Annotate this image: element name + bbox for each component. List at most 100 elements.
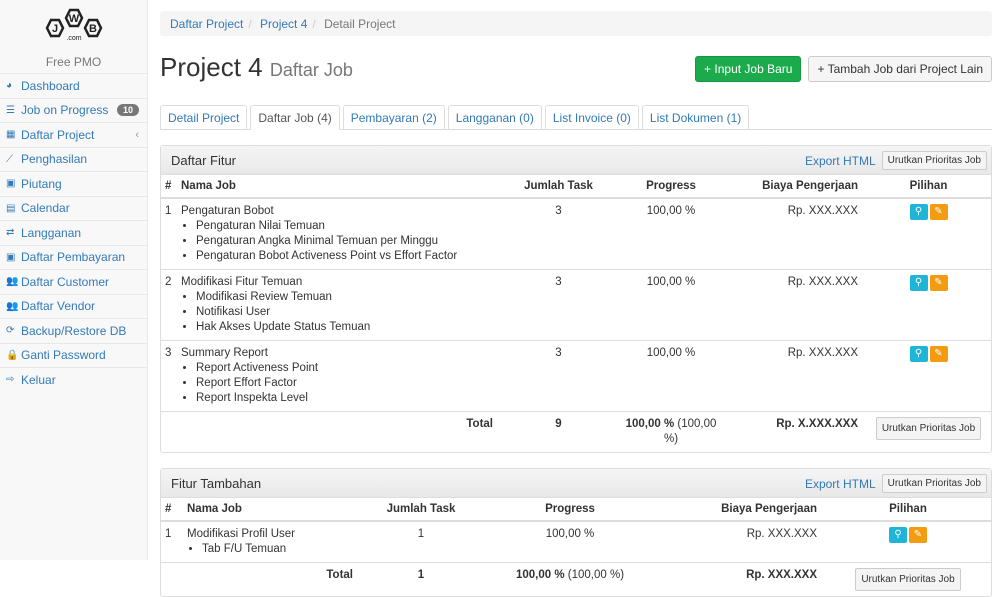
- table-row: 2 Modifikasi Fitur Temuan Modifikasi Revi…: [161, 269, 991, 341]
- tab-detail-project[interactable]: Detail Project: [160, 105, 248, 129]
- search-icon[interactable]: ⚲: [909, 346, 928, 362]
- task-item: Pengaturan Angka Minimal Temuan per Ming…: [196, 234, 497, 249]
- sort-priority-button[interactable]: Urutkan Prioritas Job: [881, 151, 987, 170]
- sidebar-item-label: Daftar Vendor: [21, 299, 96, 314]
- app-name: Free PMO: [45, 55, 102, 69]
- job-table: # Nama Job Jumlah Task Progress Biaya Penger…: [161, 175, 991, 452]
- sidebar-item-label: Job on Progress: [21, 103, 109, 118]
- sidebar-item-ganti-password[interactable]: 🔒 Ganti Password: [0, 342, 147, 368]
- total-row: Total 1 100,00 % (100,00 %) Rp. XXX.XXX …: [161, 562, 991, 596]
- search-icon[interactable]: ⚲: [909, 275, 928, 291]
- task-item: Notifikasi User: [196, 305, 497, 320]
- total-label: Total: [183, 562, 361, 596]
- total-label: Total: [177, 411, 501, 452]
- tab-daftar-job[interactable]: Daftar Job (4): [250, 105, 340, 130]
- retweet-icon: ⇄: [6, 227, 15, 239]
- svg-text:J: J: [51, 23, 57, 35]
- jwb-logo: JWB .com: [45, 8, 102, 42]
- panel-fitur-tambahan: Fitur Tambahan Export HTML Urutkan Priori…: [160, 468, 992, 597]
- breadcrumb-project[interactable]: Project 4: [260, 17, 308, 31]
- progress: 100,00 %: [616, 340, 726, 412]
- total-progress-extra: (100,00 %): [567, 569, 625, 581]
- column-header: Jumlah Task: [501, 175, 616, 199]
- search-icon[interactable]: ⚲: [909, 204, 928, 220]
- task-count: 3: [501, 197, 616, 270]
- sort-priority-button[interactable]: Urutkan Prioritas Job: [881, 474, 987, 493]
- job-name: Modifikasi Fitur Temuan: [181, 276, 303, 288]
- breadcrumb: Daftar Project / Project 4/ Detail Projec…: [160, 11, 992, 36]
- table-header: # Nama Job Jumlah Task Progress Biaya Penger…: [161, 498, 991, 522]
- column-header: Biaya Pengerjaan: [659, 498, 825, 522]
- sidebar-item-daftar-vendor[interactable]: 👥 Daftar Vendor: [0, 293, 147, 319]
- dashboard-icon: ◕: [6, 80, 13, 92]
- tab-langganan[interactable]: Langganan (0): [447, 105, 542, 129]
- sort-priority-button[interactable]: Urutkan Prioritas Job: [855, 568, 961, 591]
- sort-priority-button[interactable]: Urutkan Prioritas Job: [875, 417, 982, 440]
- export-html-link[interactable]: Export HTML: [804, 153, 876, 168]
- money-icon: ▣: [6, 178, 16, 190]
- sidebar-item-label: Calendar: [21, 201, 70, 216]
- page-title: Project 4 Daftar Job: [160, 52, 353, 82]
- table-row: 3 Summary ReportReport Activeness PointR…: [161, 340, 991, 412]
- sidebar-item-label: Keluar: [21, 372, 56, 387]
- column-header: Progress: [616, 175, 726, 199]
- tambah-job-button[interactable]: + Tambah Job dari Project Lain: [808, 56, 992, 82]
- users-icon: 👥: [6, 276, 19, 288]
- users-icon: 👥: [6, 300, 19, 312]
- table-icon: ▦: [6, 129, 16, 141]
- sidebar-item-backup-restore-db[interactable]: ⟳ Backup/Restore DB: [0, 318, 147, 343]
- sidebar-item-daftar-customer[interactable]: 👥 Daftar Customer: [0, 269, 147, 294]
- cost: Rp. XXX.XXX: [726, 269, 866, 341]
- sidebar-item-piutang[interactable]: ▣ Piutang: [0, 171, 147, 196]
- column-header: Nama Job: [177, 175, 501, 199]
- tab-list-dokumen[interactable]: List Dokumen (1): [641, 105, 750, 129]
- sidebar-item-dashboard[interactable]: ◕ Dashboard: [0, 73, 147, 98]
- input-job-baru-button[interactable]: + Input Job Baru: [695, 56, 802, 82]
- tab-pembayaran[interactable]: Pembayaran (2): [342, 105, 445, 129]
- sidebar-item-daftar-project[interactable]: ▦ Daftar Project ‹: [0, 122, 147, 147]
- breadcrumb-daftar-project[interactable]: Daftar Project: [170, 17, 244, 31]
- task-count: 3: [501, 269, 616, 341]
- sidebar-item-label: Dashboard: [21, 78, 80, 93]
- sidebar-item-daftar-pembayaran[interactable]: ▣ Daftar Pembayaran: [0, 244, 147, 270]
- row-number: 1: [161, 197, 177, 270]
- task-count: 1: [361, 520, 481, 563]
- sidebar-item-penghasilan[interactable]: ⟋ Penghasilan: [0, 146, 147, 172]
- task-item: Tab F/U Temuan: [202, 542, 357, 557]
- edit-icon[interactable]: ✎: [929, 204, 948, 220]
- total-progress: 100,00 %: [515, 569, 565, 581]
- edit-icon[interactable]: ✎: [909, 527, 927, 543]
- task-item: Pengaturan Nilai Temuan: [196, 219, 497, 234]
- task-count: 3: [501, 340, 616, 412]
- sidebar-item-langganan[interactable]: ⇄ Langganan: [0, 220, 147, 245]
- tab-list-invoice[interactable]: List Invoice (0): [544, 105, 639, 129]
- svg-text:.com: .com: [66, 35, 81, 42]
- refresh-icon: ⟳: [6, 325, 15, 337]
- count-badge: 10: [116, 104, 139, 117]
- breadcrumb-current: Detail Project: [324, 17, 396, 31]
- task-item: Report Effort Factor: [196, 376, 497, 391]
- total-progress-extra: (100,00 %): [663, 418, 717, 445]
- export-html-link[interactable]: Export HTML: [804, 476, 876, 491]
- sidebar-item-calendar[interactable]: ▤ Calendar: [0, 195, 147, 221]
- cost: Rp. XXX.XXX: [659, 520, 825, 563]
- total-row: Total 9 100,00 % (100,00 %) Rp. X.XXX.XX…: [161, 411, 991, 452]
- sidebar-item-keluar[interactable]: ⇨ Keluar: [0, 367, 147, 392]
- task-item: Modifikasi Review Temuan: [196, 290, 497, 305]
- search-icon[interactable]: ⚲: [889, 527, 907, 543]
- sidebar-item-job-on-progress[interactable]: ☰ Job on Progress 10: [0, 97, 147, 123]
- column-header: Progress: [481, 498, 659, 522]
- table-row: 1 Modifikasi Profil User Tab F/U Temuan 1…: [161, 520, 991, 563]
- task-item: Report Activeness Point: [196, 361, 497, 376]
- sidebar-item-label: Ganti Password: [21, 348, 106, 363]
- progress: 100,00 %: [616, 269, 726, 341]
- column-header: Jumlah Task: [361, 498, 481, 522]
- column-header: Pilihan: [825, 498, 991, 522]
- calendar-icon: ▤: [6, 202, 16, 214]
- edit-icon[interactable]: ✎: [929, 275, 948, 291]
- chevron-left-icon[interactable]: ‹: [135, 128, 139, 141]
- edit-icon[interactable]: ✎: [929, 346, 948, 362]
- table-header: # Nama Job Jumlah Task Progress Biaya Penger…: [161, 175, 991, 199]
- row-number: 2: [161, 269, 177, 341]
